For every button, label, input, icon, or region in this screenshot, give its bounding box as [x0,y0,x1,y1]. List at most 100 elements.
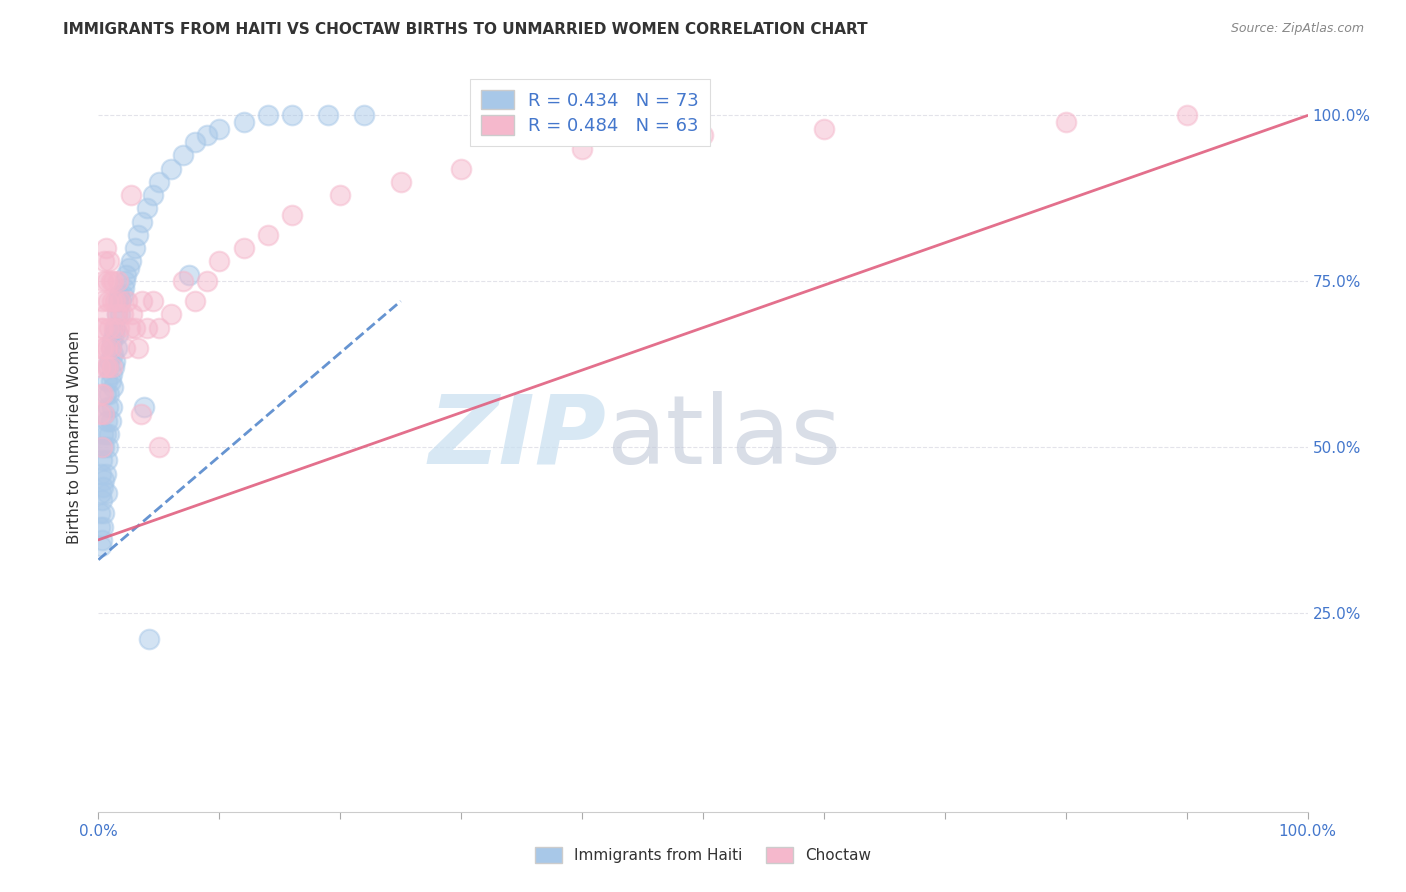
Point [232,241,254,255]
Point [91,519,114,533]
Point [100,374,122,388]
Point [100,341,122,355]
Point [100,360,122,375]
Text: Source: ZipAtlas.com: Source: ZipAtlas.com [1230,22,1364,36]
Point [93,506,115,520]
Point [101,347,124,361]
Point [93,473,115,487]
Point [98,426,121,441]
Text: IMMIGRANTS FROM HAITI VS CHOCTAW BIRTHS TO UNMARRIED WOMEN CORRELATION CHART: IMMIGRANTS FROM HAITI VS CHOCTAW BIRTHS … [63,22,868,37]
Point [94,241,117,255]
Point [101,380,124,394]
Point [256,108,278,122]
Point [90,320,112,334]
Point [112,281,135,295]
Point [134,401,156,415]
Point [91,341,114,355]
Point [89,519,111,533]
Point [91,480,114,494]
Point [115,268,138,282]
Point [93,407,115,421]
Point [208,254,231,268]
Point [89,407,111,421]
Text: atlas: atlas [606,391,841,483]
Point [98,254,121,268]
Point [184,294,207,309]
Point [108,294,131,309]
Point [281,108,304,122]
Point [98,354,121,368]
Point [160,307,183,321]
Point [91,294,114,309]
Point [114,341,136,355]
Point [1175,108,1198,122]
Point [104,320,127,334]
Point [160,161,183,176]
Point [91,493,114,508]
Point [138,632,160,647]
Point [108,307,131,321]
Point [100,367,122,381]
Point [96,341,118,355]
Point [100,341,122,355]
Point [124,241,146,255]
Point [108,287,131,301]
Legend: R = 0.434   N = 73, R = 0.484   N = 63: R = 0.434 N = 73, R = 0.484 N = 63 [470,79,710,145]
Point [96,486,118,500]
Point [100,401,122,415]
Point [1054,115,1077,129]
Point [90,387,112,401]
Point [131,294,153,309]
Point [172,274,194,288]
Point [90,467,112,481]
Point [142,188,165,202]
Point [97,360,120,375]
Point [98,387,121,401]
Point [103,360,125,375]
Point [813,121,835,136]
Y-axis label: Births to Unmarried Women: Births to Unmarried Women [67,330,83,544]
Point [281,208,304,222]
Point [184,135,207,149]
Point [94,360,117,375]
Point [172,148,194,162]
Point [232,115,254,129]
Point [94,467,117,481]
Legend: Immigrants from Haiti, Choctaw: Immigrants from Haiti, Choctaw [527,839,879,871]
Point [96,413,118,427]
Point [692,128,714,143]
Point [316,108,339,122]
Point [93,341,115,355]
Point [97,440,120,454]
Point [111,287,134,301]
Point [91,320,114,334]
Point [97,294,120,309]
Point [100,294,122,309]
Point [89,506,111,520]
Point [104,294,127,309]
Point [129,407,152,421]
Point [105,341,128,355]
Point [135,202,157,216]
Point [91,426,114,441]
Point [135,320,157,334]
Point [91,533,114,547]
Point [118,320,141,334]
Point [118,260,141,275]
Text: ZIP: ZIP [429,391,606,483]
Point [94,307,117,321]
Point [148,440,170,454]
Point [96,274,118,288]
Point [103,327,125,342]
Point [107,294,129,309]
Point [117,294,139,309]
Point [100,413,122,427]
Point [208,121,231,136]
Point [127,341,149,355]
Point [103,320,125,334]
Point [89,360,111,375]
Point [90,540,112,554]
Point [120,188,142,202]
Point [91,274,114,288]
Point [100,274,122,288]
